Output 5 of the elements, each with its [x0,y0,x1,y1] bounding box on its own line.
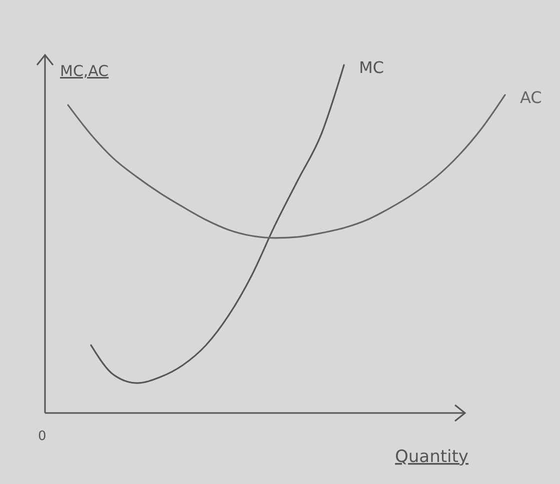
x-axis-title: Quantity [395,447,468,467]
y-axis-title: MC,AC [60,62,109,80]
series-label: MC [359,58,384,77]
text: 0 [38,429,46,444]
series-label: AC [520,88,542,107]
